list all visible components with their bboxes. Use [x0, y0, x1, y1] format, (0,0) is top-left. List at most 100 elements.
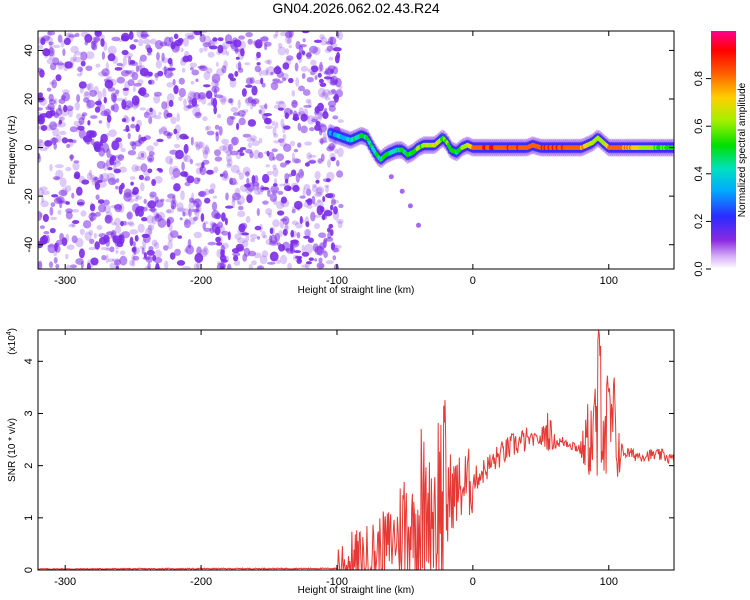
noise-blob	[44, 140, 53, 147]
noise-blob	[270, 185, 279, 194]
noise-blob	[317, 158, 323, 164]
noise-blob	[165, 198, 174, 203]
noise-blob	[112, 155, 121, 165]
noise-blob	[337, 147, 344, 158]
noise-blob	[82, 220, 92, 229]
noise-blob	[107, 53, 116, 62]
noise-blob	[115, 154, 125, 159]
noise-blob	[247, 119, 257, 127]
noise-blob	[326, 236, 334, 242]
noise-blob	[155, 213, 160, 219]
noise-blob	[135, 123, 140, 133]
noise-blob	[168, 166, 174, 176]
x-tick-label: -100	[326, 576, 348, 588]
noise-blob	[327, 227, 331, 233]
noise-blob	[115, 265, 119, 269]
noise-blob	[299, 195, 306, 199]
noise-blob	[296, 232, 301, 239]
noise-blob	[198, 141, 205, 148]
noise-blob	[129, 44, 137, 50]
noise-blob	[264, 59, 271, 64]
noise-blob	[180, 56, 189, 63]
noise-blob	[136, 31, 145, 39]
noise-blob	[137, 223, 145, 233]
snr-marks	[38, 330, 674, 570]
y-tick-label: 20	[23, 93, 35, 105]
noise-blob	[132, 255, 140, 261]
branch-point	[388, 174, 394, 180]
noise-blob	[71, 209, 80, 213]
noise-blob	[319, 206, 325, 213]
noise-blob	[154, 176, 163, 184]
snr-series-line	[38, 330, 674, 570]
colorbar-label: Normalized spectral amplitude	[737, 82, 748, 217]
noise-blob	[138, 134, 142, 144]
noise-blob	[195, 144, 201, 151]
noise-blob	[315, 179, 320, 184]
noise-blob	[51, 79, 57, 89]
noise-blob	[242, 133, 252, 138]
noise-blob	[78, 81, 87, 89]
noise-blob	[80, 210, 87, 217]
noise-blob	[259, 104, 267, 109]
noise-blob	[310, 59, 317, 66]
noise-blob	[38, 119, 42, 124]
noise-blob	[61, 237, 68, 247]
noise-blob	[332, 47, 342, 52]
noise-blob	[72, 220, 80, 224]
noise-blob	[140, 136, 147, 142]
noise-blob	[74, 51, 83, 56]
noise-blob	[141, 247, 145, 255]
noise-blob	[264, 125, 273, 130]
noise-blob	[296, 205, 301, 211]
noise-blob	[38, 125, 45, 130]
noise-blob	[134, 98, 140, 107]
noise-blob	[107, 45, 117, 55]
noise-blob	[332, 255, 337, 261]
noise-blob	[125, 100, 134, 108]
noise-blob	[251, 85, 258, 96]
noise-blob	[139, 54, 147, 62]
noise-blob	[227, 263, 232, 269]
noise-blob	[102, 88, 107, 98]
noise-blob	[213, 105, 217, 115]
noise-blob	[153, 141, 159, 147]
noise-blob	[169, 252, 176, 260]
noise-blob	[187, 90, 196, 101]
noise-blob	[100, 133, 108, 144]
noise-blob	[57, 34, 63, 43]
noise-blob	[306, 77, 314, 83]
noise-blob	[83, 97, 90, 103]
noise-blob	[291, 206, 297, 211]
noise-blob	[93, 36, 101, 43]
noise-blob	[65, 208, 73, 214]
noise-blob	[183, 171, 189, 177]
noise-blob	[292, 110, 298, 119]
noise-blob	[333, 206, 338, 215]
noise-blob	[302, 50, 305, 56]
noise-blob	[129, 229, 139, 235]
noise-blob	[54, 242, 58, 252]
noise-blob	[254, 39, 263, 49]
noise-blob	[269, 251, 279, 262]
noise-blob	[184, 171, 188, 178]
noise-blob	[259, 107, 265, 116]
noise-blob	[256, 51, 261, 59]
noise-blob	[238, 117, 246, 126]
noise-blob	[277, 210, 285, 216]
noise-blob	[325, 185, 329, 193]
noise-blob	[178, 87, 186, 98]
noise-blob	[275, 153, 285, 161]
noise-blob	[276, 80, 284, 84]
noise-blob	[115, 137, 122, 143]
noise-blob	[140, 163, 148, 173]
noise-blob	[59, 130, 67, 136]
noise-blob	[147, 224, 153, 235]
noise-blob	[301, 251, 310, 257]
noise-blob	[58, 189, 68, 196]
y-tick-label: 4	[23, 358, 35, 364]
noise-blob	[295, 77, 300, 87]
noise-blob	[225, 205, 234, 209]
noise-blob	[233, 39, 242, 48]
noise-blob	[284, 173, 290, 182]
